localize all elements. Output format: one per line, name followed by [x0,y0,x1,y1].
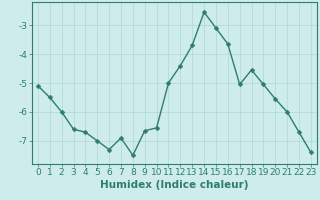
X-axis label: Humidex (Indice chaleur): Humidex (Indice chaleur) [100,180,249,190]
